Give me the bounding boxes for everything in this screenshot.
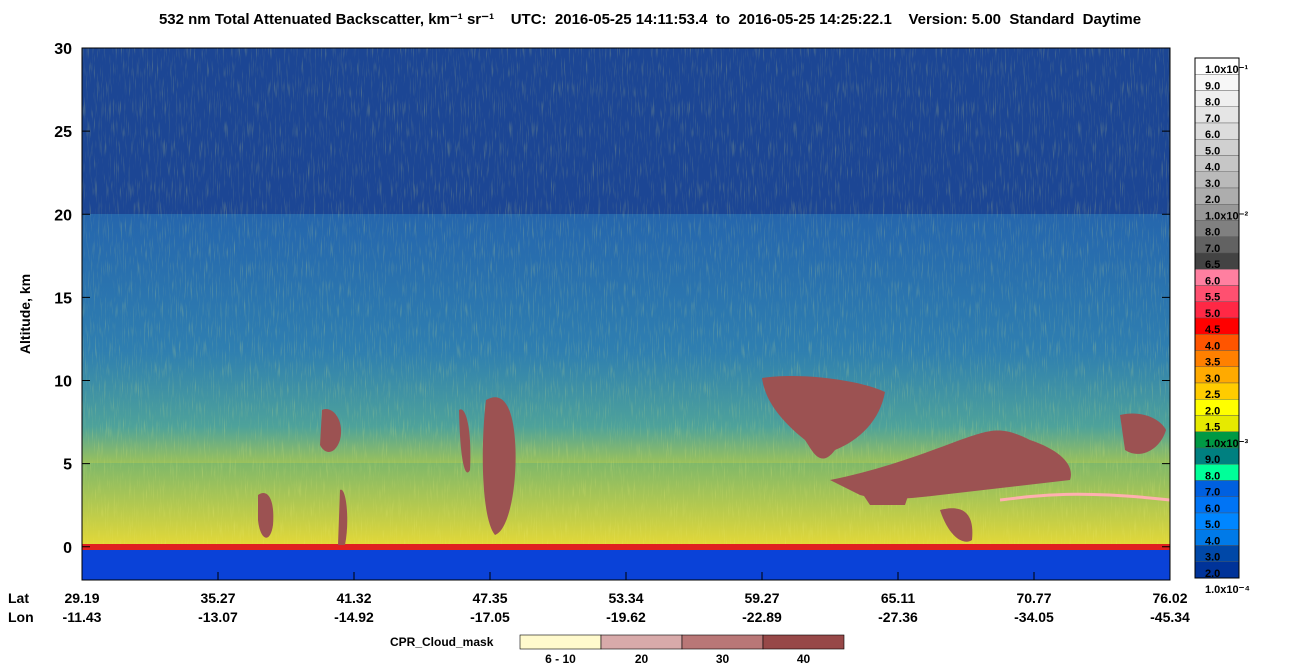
lat-tick-label: 47.35 bbox=[472, 590, 507, 606]
colorbar-label: 1.0x10⁻³ bbox=[1205, 438, 1248, 450]
lon-tick-label: -11.43 bbox=[63, 609, 102, 625]
cloud-mask-swatch bbox=[519, 634, 602, 650]
colorbar-label: 3.5 bbox=[1205, 357, 1220, 369]
colorbar-label: 5.0 bbox=[1205, 519, 1220, 531]
colorbar-label: 3.0 bbox=[1205, 178, 1220, 190]
cloud-mask-swatch bbox=[600, 634, 683, 650]
colorbar-label: 3.0 bbox=[1205, 552, 1220, 564]
colorbar-label: 5.0 bbox=[1205, 308, 1220, 320]
colorbar-label: 4.0 bbox=[1205, 162, 1220, 174]
colorbar-label: 9.0 bbox=[1205, 80, 1220, 92]
y-tick-label: 15 bbox=[54, 290, 72, 307]
lon-tick-label: -27.36 bbox=[878, 609, 918, 625]
lat-tick-label: 29.19 bbox=[64, 590, 99, 606]
lat-label: Lat bbox=[8, 590, 29, 606]
cloud-mask-title: CPR_Cloud_mask bbox=[390, 635, 494, 649]
y-tick-label: 25 bbox=[54, 124, 72, 141]
colorbar-label: 5.5 bbox=[1205, 292, 1220, 304]
colorbar-label: 4.0 bbox=[1205, 340, 1220, 352]
colorbar-label: 8.0 bbox=[1205, 470, 1220, 482]
colorbar-label: 7.0 bbox=[1205, 487, 1220, 499]
lon-tick-label: -19.62 bbox=[606, 609, 646, 625]
colorbar-frame bbox=[1194, 57, 1240, 579]
colorbar-label: 6.0 bbox=[1205, 275, 1220, 287]
cloud-mask-label: 20 bbox=[635, 652, 649, 666]
colorbar-label: 2.0 bbox=[1205, 405, 1220, 417]
cloud-mask-swatch bbox=[681, 634, 764, 650]
colorbar-label: 9.0 bbox=[1205, 454, 1220, 466]
cloud-mask-swatch bbox=[762, 634, 845, 650]
y-tick-label: 10 bbox=[54, 374, 72, 391]
colorbar-label: 8.0 bbox=[1205, 97, 1220, 109]
colorbar-label: 3.0 bbox=[1205, 373, 1220, 385]
colorbar-label: 5.0 bbox=[1205, 145, 1220, 157]
colorbar-label: 1.5 bbox=[1205, 422, 1220, 434]
y-axis-label: Altitude, km bbox=[17, 274, 33, 354]
lon-tick-label: -17.05 bbox=[470, 609, 510, 625]
colorbar-label: 1.0x10⁻¹ bbox=[1205, 64, 1248, 76]
colorbar-label: 2.0 bbox=[1205, 568, 1220, 580]
colorbar-label: 4.5 bbox=[1205, 324, 1220, 336]
lon-tick-label: -34.05 bbox=[1014, 609, 1054, 625]
lon-tick-label: -14.92 bbox=[334, 609, 374, 625]
y-tick-label: 20 bbox=[54, 207, 72, 224]
y-tick-label: 30 bbox=[54, 41, 72, 58]
lon-tick-label: -22.89 bbox=[742, 609, 782, 625]
colorbar-label: 6.0 bbox=[1205, 129, 1220, 141]
colorbar-label: 2.5 bbox=[1205, 389, 1220, 401]
y-tick-label: 0 bbox=[63, 540, 72, 557]
lat-tick-label: 41.32 bbox=[336, 590, 371, 606]
colorbar-label: 8.0 bbox=[1205, 227, 1220, 239]
lat-tick-label: 53.34 bbox=[608, 590, 643, 606]
colorbar-label: 1.0x10⁻⁴ bbox=[1205, 584, 1250, 596]
lat-tick-label: 59.27 bbox=[744, 590, 779, 606]
lat-tick-label: 35.27 bbox=[200, 590, 235, 606]
cloud-mask-label: 30 bbox=[716, 652, 730, 666]
y-tick-label: 5 bbox=[63, 457, 72, 474]
lon-tick-label: -45.34 bbox=[1150, 609, 1190, 625]
lon-tick-label: -13.07 bbox=[198, 609, 238, 625]
colorbar-label: 6.0 bbox=[1205, 503, 1220, 515]
cloud-mask-label: 40 bbox=[797, 652, 811, 666]
lon-label: Lon bbox=[8, 609, 34, 625]
colorbar-label: 6.5 bbox=[1205, 259, 1220, 271]
lat-tick-label: 65.11 bbox=[881, 590, 915, 606]
colorbar-label: 7.0 bbox=[1205, 243, 1220, 255]
lat-tick-label: 76.02 bbox=[1152, 590, 1187, 606]
lat-tick-label: 70.77 bbox=[1016, 590, 1051, 606]
colorbar-label: 2.0 bbox=[1205, 194, 1220, 206]
colorbar-label: 1.0x10⁻² bbox=[1205, 210, 1248, 222]
chart-title: 532 nm Total Attenuated Backscatter, km⁻… bbox=[159, 11, 1141, 28]
colorbar-label: 7.0 bbox=[1205, 113, 1220, 125]
colorbar-label: 4.0 bbox=[1205, 535, 1220, 547]
cloud-mask-label: 6 - 10 bbox=[545, 652, 576, 666]
backscatter-image bbox=[82, 48, 1171, 580]
